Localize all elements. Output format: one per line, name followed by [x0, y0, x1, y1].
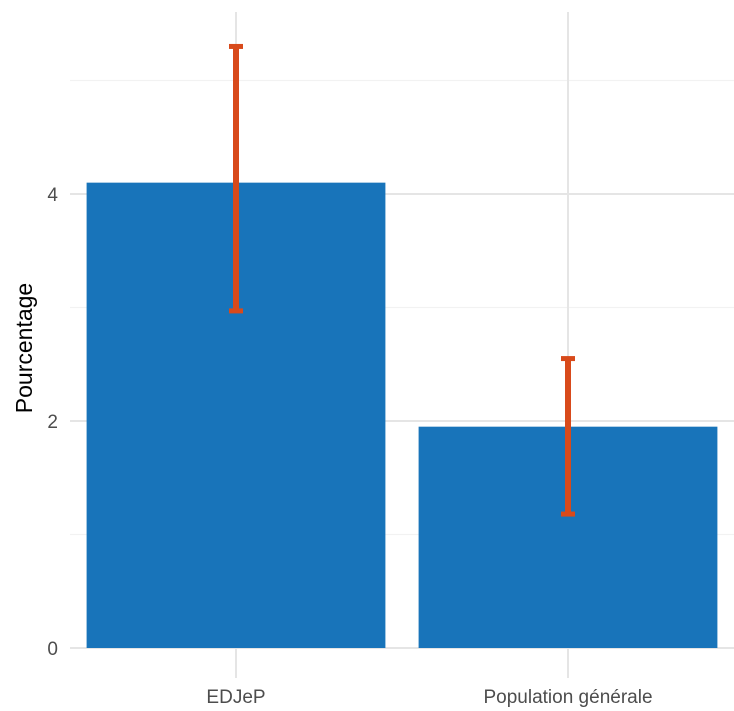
error-bar-0 — [229, 43, 243, 314]
x-tick-label-1: Population générale — [483, 687, 652, 708]
x-axis-ticks: EDJeP Population générale — [206, 687, 652, 708]
y-tick-label-1: 2 — [47, 412, 58, 433]
y-axis-label: Pourcentage — [11, 283, 37, 413]
error-bar-1 — [561, 356, 575, 517]
y-tick-label-0: 0 — [47, 639, 58, 660]
error-bars — [229, 43, 575, 517]
y-tick-label-2: 4 — [47, 185, 58, 206]
bars — [86, 182, 718, 648]
x-tick-label-0: EDJeP — [206, 687, 265, 708]
y-axis-ticks: 0 2 4 — [47, 185, 58, 660]
